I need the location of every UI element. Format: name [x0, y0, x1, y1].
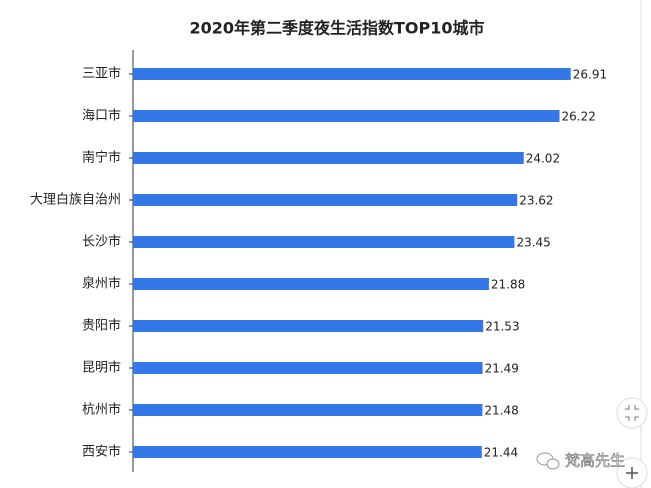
bar — [133, 152, 524, 164]
y-tick-label: 南宁市 — [82, 150, 121, 166]
value-label: 21.44 — [484, 446, 518, 460]
chart-title: 2020年第二季度夜生活指数TOP10城市 — [189, 19, 484, 38]
value-label: 24.02 — [526, 152, 560, 166]
y-tick-label: 三亚市 — [82, 66, 121, 82]
bar — [133, 446, 482, 458]
y-tick-label: 昆明市 — [82, 360, 121, 376]
value-label: 21.53 — [485, 320, 519, 334]
value-label: 21.48 — [484, 404, 518, 418]
value-label: 26.91 — [573, 68, 607, 82]
bar — [133, 68, 571, 80]
y-tick-label: 西安市 — [82, 444, 121, 460]
y-tick-label: 贵阳市 — [82, 318, 121, 334]
bar — [133, 194, 518, 206]
y-tick-label: 海口市 — [82, 108, 121, 124]
add-button[interactable] — [616, 457, 648, 488]
y-tick-label: 泉州市 — [82, 276, 121, 292]
bar — [133, 362, 483, 374]
value-label: 23.45 — [516, 236, 550, 250]
bar — [133, 110, 560, 122]
value-label: 21.49 — [485, 362, 519, 376]
bar — [133, 278, 489, 290]
y-tick-label: 大理白族自治州 — [30, 192, 121, 208]
wechat-icon — [536, 452, 560, 470]
value-label: 26.22 — [562, 110, 596, 124]
y-tick-label: 杭州市 — [82, 402, 121, 418]
y-tick-label: 长沙市 — [82, 234, 121, 250]
watermark: 梵高先生 — [565, 452, 625, 470]
value-label: 23.62 — [519, 194, 553, 208]
bar — [133, 320, 484, 332]
bar — [133, 236, 515, 248]
value-label: 21.88 — [491, 278, 525, 292]
bar — [133, 404, 483, 416]
collapse-button[interactable] — [616, 397, 648, 429]
